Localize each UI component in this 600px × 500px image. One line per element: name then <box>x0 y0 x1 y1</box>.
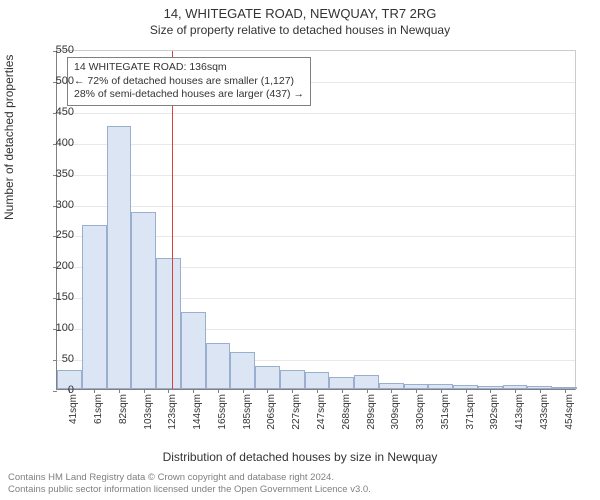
y-tick-label: 500 <box>44 75 74 87</box>
x-tick-label: 103sqm <box>143 394 154 444</box>
x-tickmark <box>119 389 120 393</box>
x-tickmark <box>515 389 516 393</box>
plot-region: 14 WHITEGATE ROAD: 136sqm← 72% of detach… <box>56 50 576 390</box>
x-tick-label: 61sqm <box>93 394 104 444</box>
chart-subtitle: Size of property relative to detached ho… <box>0 21 600 37</box>
gridline <box>57 175 575 176</box>
x-tick-label: 247sqm <box>316 394 327 444</box>
x-tick-label: 123sqm <box>167 394 178 444</box>
x-tick-label: 371sqm <box>465 394 476 444</box>
x-tickmark <box>193 389 194 393</box>
x-tick-label: 206sqm <box>266 394 277 444</box>
x-tick-label: 433sqm <box>539 394 550 444</box>
x-tick-label: 413sqm <box>514 394 525 444</box>
histogram-bar <box>354 375 379 389</box>
x-tickmark <box>441 389 442 393</box>
annotation-line: 14 WHITEGATE ROAD: 136sqm <box>74 61 304 75</box>
histogram-bar <box>156 258 181 389</box>
x-tickmark <box>94 389 95 393</box>
x-tickmark <box>292 389 293 393</box>
footer-line-1: Contains HM Land Registry data © Crown c… <box>8 472 371 484</box>
annotation-line: ← 72% of detached houses are smaller (1,… <box>74 75 304 89</box>
y-axis-label: Number of detached properties <box>2 55 16 220</box>
gridline <box>57 113 575 114</box>
y-tick-label: 400 <box>44 137 74 149</box>
x-tickmark <box>391 389 392 393</box>
y-tick-label: 150 <box>44 291 74 303</box>
x-tickmark <box>540 389 541 393</box>
x-tick-label: 185sqm <box>242 394 253 444</box>
y-tick-label: 100 <box>44 322 74 334</box>
chart-container: 14, WHITEGATE ROAD, NEWQUAY, TR7 2RG Siz… <box>0 0 600 500</box>
y-tick-label: 250 <box>44 229 74 241</box>
histogram-bar <box>305 372 330 389</box>
footer-attribution: Contains HM Land Registry data © Crown c… <box>8 472 371 496</box>
x-tick-label: 41sqm <box>68 394 79 444</box>
histogram-bar <box>280 370 305 389</box>
x-tick-label: 454sqm <box>564 394 575 444</box>
x-tick-label: 330sqm <box>415 394 426 444</box>
x-tickmark <box>342 389 343 393</box>
annotation-line: 28% of semi-detached houses are larger (… <box>74 88 304 102</box>
chart-area: 14 WHITEGATE ROAD: 136sqm← 72% of detach… <box>56 50 576 390</box>
x-tick-label: 227sqm <box>291 394 302 444</box>
x-tickmark <box>218 389 219 393</box>
histogram-bar <box>230 352 255 389</box>
x-tick-label: 268sqm <box>341 394 352 444</box>
x-tickmark <box>267 389 268 393</box>
y-tick-label: 200 <box>44 260 74 272</box>
x-tickmark <box>466 389 467 393</box>
x-tick-label: 392sqm <box>489 394 500 444</box>
gridline <box>57 144 575 145</box>
x-axis-label: Distribution of detached houses by size … <box>0 450 600 464</box>
histogram-bar <box>255 366 280 389</box>
x-tick-label: 351sqm <box>440 394 451 444</box>
histogram-bar <box>131 212 156 389</box>
x-tick-label: 165sqm <box>217 394 228 444</box>
y-tick-label: 550 <box>44 44 74 56</box>
gridline <box>57 206 575 207</box>
x-tickmark <box>243 389 244 393</box>
histogram-bar <box>82 225 107 389</box>
x-tickmark <box>168 389 169 393</box>
histogram-bar <box>206 343 231 389</box>
y-tick-label: 300 <box>44 199 74 211</box>
x-tick-label: 82sqm <box>118 394 129 444</box>
x-tick-label: 289sqm <box>366 394 377 444</box>
y-tick-label: 350 <box>44 168 74 180</box>
y-tick-label: 450 <box>44 106 74 118</box>
histogram-bar <box>181 312 206 389</box>
x-tickmark <box>317 389 318 393</box>
histogram-bar <box>329 377 354 389</box>
x-tickmark <box>367 389 368 393</box>
x-tick-label: 144sqm <box>192 394 203 444</box>
chart-title: 14, WHITEGATE ROAD, NEWQUAY, TR7 2RG <box>0 0 600 21</box>
footer-line-2: Contains public sector information licen… <box>8 484 371 496</box>
histogram-bar <box>107 126 132 389</box>
x-tickmark <box>144 389 145 393</box>
x-tickmark <box>490 389 491 393</box>
y-tick-label: 50 <box>44 353 74 365</box>
x-tickmark <box>565 389 566 393</box>
x-tick-label: 309sqm <box>390 394 401 444</box>
x-tickmark <box>416 389 417 393</box>
annotation-box: 14 WHITEGATE ROAD: 136sqm← 72% of detach… <box>67 57 311 106</box>
